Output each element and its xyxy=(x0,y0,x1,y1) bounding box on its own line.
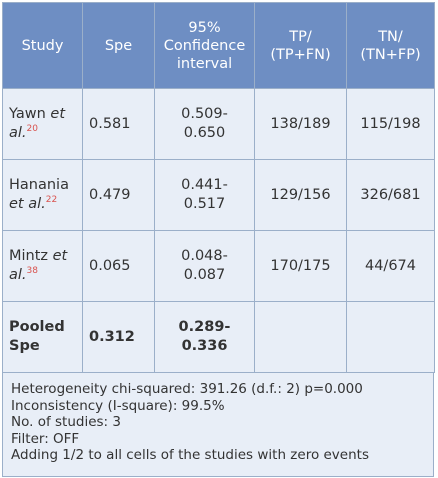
header-study: Study xyxy=(2,2,83,89)
pooled-label: Pooled Spe xyxy=(2,301,83,373)
pooled-spe-value: 0.312 xyxy=(82,301,155,373)
tp-ratio: 170/175 xyxy=(254,230,347,302)
specificity-table: Study Spe 95% Confidence interval TP/ (T… xyxy=(2,2,435,373)
pooled-row: Pooled Spe 0.312 0.289- 0.336 xyxy=(2,301,435,373)
tn-ratio: 326/681 xyxy=(346,159,435,231)
confidence-interval: 0.441- 0.517 xyxy=(154,159,255,231)
table-row: Mintz et al.38 0.065 0.048- 0.087 170/175… xyxy=(2,230,435,302)
study-name: Yawn et al.20 xyxy=(2,88,83,160)
number-of-studies: No. of studies: 3 xyxy=(11,414,121,430)
header-spe: Spe xyxy=(82,2,155,89)
spe-value: 0.479 xyxy=(82,159,155,231)
tn-ratio: 115/198 xyxy=(346,88,435,160)
header-tp: TP/ (TP+FN) xyxy=(254,2,347,89)
tp-ratio: 129/156 xyxy=(254,159,347,231)
spe-value: 0.581 xyxy=(82,88,155,160)
study-name: Mintz et al.38 xyxy=(2,230,83,302)
study-name: Hanania et al.22 xyxy=(2,159,83,231)
reference-number: 22 xyxy=(45,195,58,206)
heterogeneity-notes: Heterogeneity chi-squared: 391.26 (d.f.:… xyxy=(2,373,434,477)
header-tn: TN/ (TN+FP) xyxy=(346,2,435,89)
pooled-tn-empty xyxy=(346,301,435,373)
filter-status: Filter: OFF xyxy=(11,430,80,447)
table-row: Yawn et al.20 0.581 0.509- 0.650 138/189 … xyxy=(2,88,435,160)
pooled-confidence-interval: 0.289- 0.336 xyxy=(154,301,255,373)
heterogeneity-chi-squared: Heterogeneity chi-squared: 391.26 (d.f.:… xyxy=(11,381,363,397)
reference-number: 20 xyxy=(26,124,38,135)
spe-value: 0.065 xyxy=(82,230,155,302)
zero-events-note: Adding 1/2 to all cells of the studies w… xyxy=(11,447,369,463)
pooled-tp-empty xyxy=(254,301,347,373)
header-confidence-interval: 95% Confidence interval xyxy=(154,2,255,89)
reference-number: 38 xyxy=(26,266,38,277)
tn-ratio: 44/674 xyxy=(346,230,435,302)
inconsistency: Inconsistency (I-square): 99.5% xyxy=(11,397,225,414)
header-row: Study Spe 95% Confidence interval TP/ (T… xyxy=(2,2,435,89)
table-row: Hanania et al.22 0.479 0.441- 0.517 129/1… xyxy=(2,159,435,231)
confidence-interval: 0.048- 0.087 xyxy=(154,230,255,302)
tp-ratio: 138/189 xyxy=(254,88,347,160)
confidence-interval: 0.509- 0.650 xyxy=(154,88,255,160)
